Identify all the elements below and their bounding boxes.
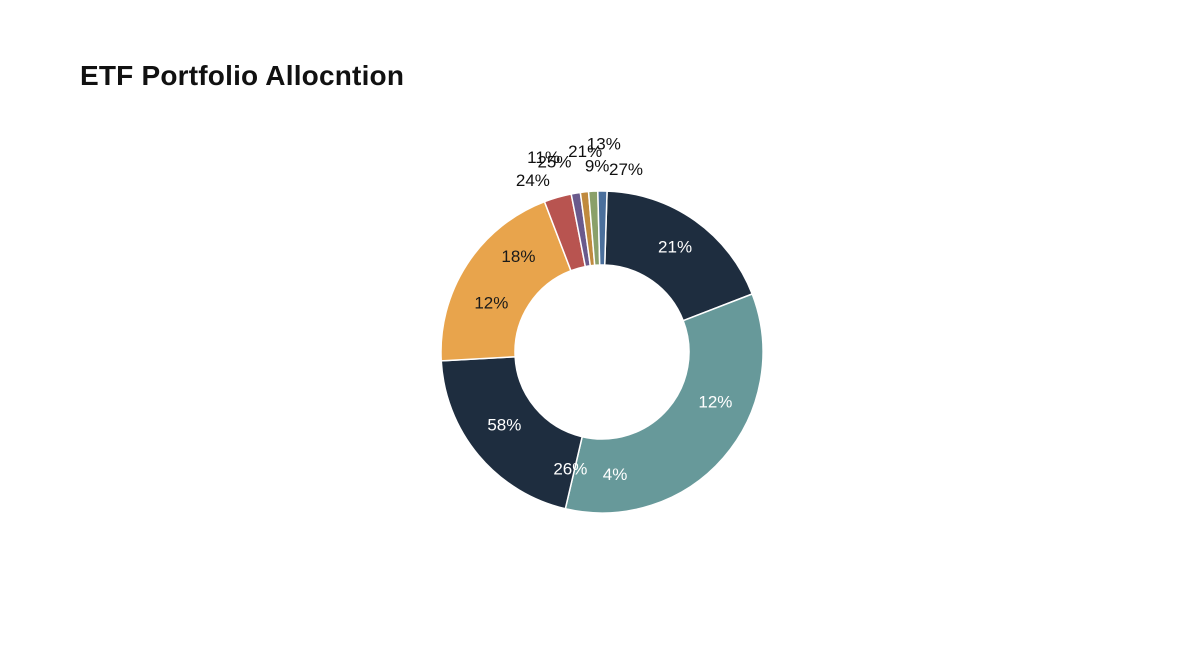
slice-2-label-2: 4%: [603, 465, 628, 484]
slice-5-label-1: 24%: [516, 171, 550, 190]
slice-9-label-1: 9%: [585, 157, 610, 176]
chart-title: ETF Portfolio Allocntion: [80, 60, 405, 91]
slice-9-label-2: 13%: [587, 135, 621, 154]
slices-layer: [440, 190, 764, 514]
slice-8-label-1: 21%: [568, 142, 602, 161]
slice-7-label-1: 11%: [527, 148, 560, 167]
donut-slice-3: [440, 355, 584, 510]
slice-3-label-1: 58%: [487, 416, 521, 435]
slice-3-label-2: 26%: [553, 459, 587, 478]
donut-slice-4: [440, 200, 572, 362]
slice-9-label-3: 27%: [609, 160, 643, 179]
slice-6-label-1: 25%: [537, 152, 571, 171]
labels-layer: 21%12%4%58%26%18%12%24%25%11% 21%9%13%27%: [474, 135, 732, 484]
donut-slice-2: [564, 293, 764, 514]
slice-4-label-2: 12%: [474, 294, 508, 313]
slice-2-label-1: 12%: [698, 393, 732, 412]
slice-4-label-1: 18%: [501, 247, 535, 266]
slice-1-label-1: 21%: [658, 237, 692, 256]
donut-slice-9: [597, 190, 608, 266]
